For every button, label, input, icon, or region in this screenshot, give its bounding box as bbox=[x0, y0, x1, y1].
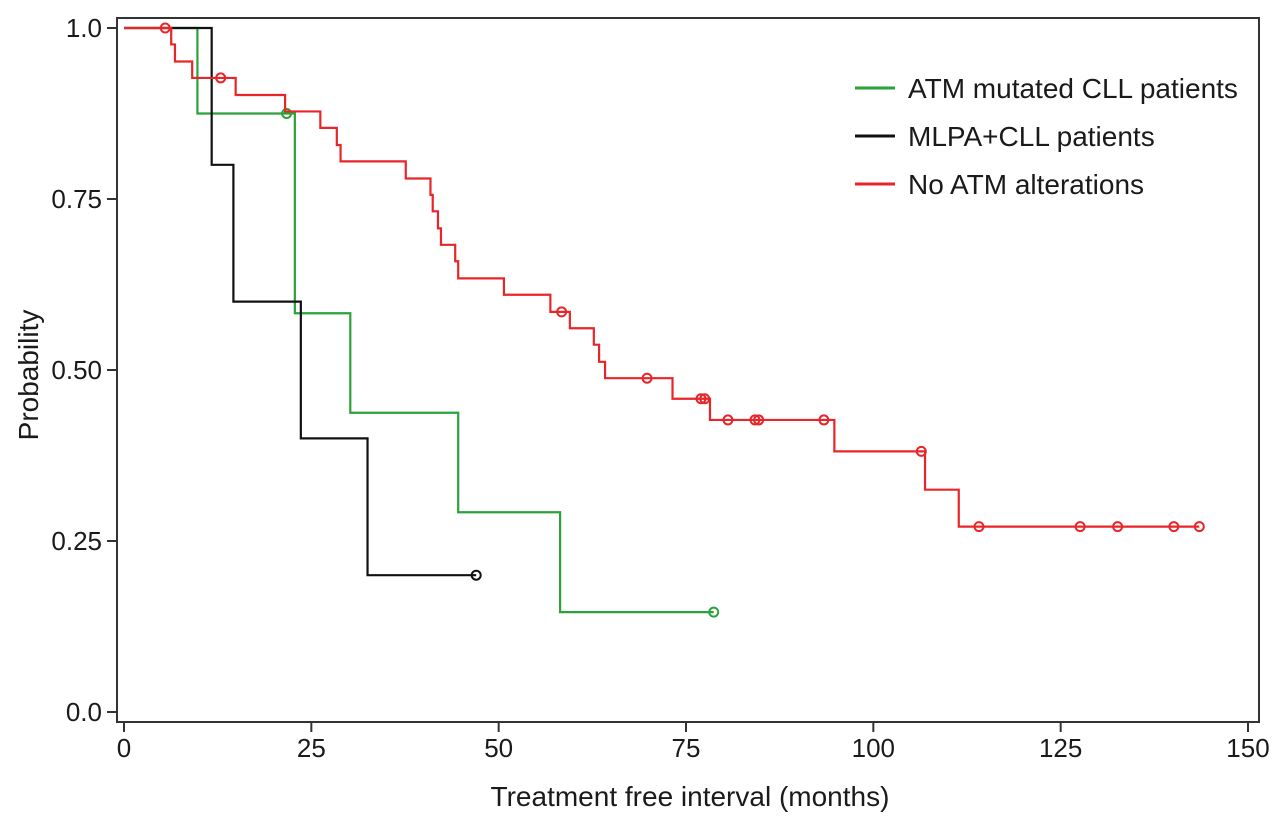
y-axis-title: Probability bbox=[13, 310, 44, 441]
x-tick-label: 75 bbox=[672, 733, 701, 763]
censor-mark bbox=[641, 372, 653, 384]
censor-mark bbox=[915, 445, 927, 457]
censor-mark bbox=[749, 414, 761, 426]
x-tick-label: 50 bbox=[484, 733, 513, 763]
censor-mark bbox=[470, 569, 482, 581]
y-tick-label: 0.50 bbox=[51, 355, 102, 385]
series-line-1 bbox=[124, 26, 714, 614]
series-layer bbox=[124, 22, 1205, 618]
x-tick-label: 100 bbox=[852, 733, 895, 763]
plot-panel bbox=[116, 17, 1260, 723]
x-tick-label: 125 bbox=[1039, 733, 1082, 763]
x-axis-title: Treatment free interval (months) bbox=[491, 781, 890, 812]
censor-mark bbox=[159, 22, 171, 34]
series-line-2 bbox=[124, 26, 477, 577]
censor-mark bbox=[1168, 521, 1180, 533]
censor-mark bbox=[708, 606, 720, 618]
x-axis: 0 25 50 75 100 125 150 bbox=[117, 722, 1270, 763]
legend: ATM mutated CLL patients MLPA+CLL patient… bbox=[855, 73, 1238, 200]
y-tick-label: 1.0 bbox=[66, 13, 102, 43]
series-line-3 bbox=[124, 26, 1200, 528]
x-tick-label: 0 bbox=[117, 733, 131, 763]
censor-mark bbox=[818, 414, 830, 426]
censor-mark bbox=[695, 393, 707, 405]
series-2 bbox=[124, 26, 482, 581]
legend-label: No ATM alterations bbox=[908, 169, 1144, 200]
y-axis: 0.0 0.25 0.50 0.75 1.0 bbox=[51, 13, 117, 727]
censor-mark bbox=[699, 393, 711, 405]
censor-mark bbox=[973, 521, 985, 533]
x-tick-label: 150 bbox=[1226, 733, 1269, 763]
censor-mark bbox=[1193, 521, 1205, 533]
censor-mark bbox=[1112, 521, 1124, 533]
censor-mark bbox=[556, 306, 568, 318]
censor-mark bbox=[753, 414, 765, 426]
legend-label: MLPA+CLL patients bbox=[908, 121, 1155, 152]
y-tick-label: 0.0 bbox=[66, 697, 102, 727]
series-3 bbox=[124, 22, 1205, 533]
y-tick-label: 0.75 bbox=[51, 184, 102, 214]
censor-mark bbox=[1074, 521, 1086, 533]
series-1 bbox=[124, 26, 720, 618]
x-tick-label: 25 bbox=[297, 733, 326, 763]
legend-label: ATM mutated CLL patients bbox=[908, 73, 1238, 104]
censor-mark bbox=[281, 108, 293, 119]
censor-mark bbox=[215, 72, 227, 84]
censor-mark bbox=[722, 414, 734, 426]
y-tick-label: 0.25 bbox=[51, 526, 102, 556]
